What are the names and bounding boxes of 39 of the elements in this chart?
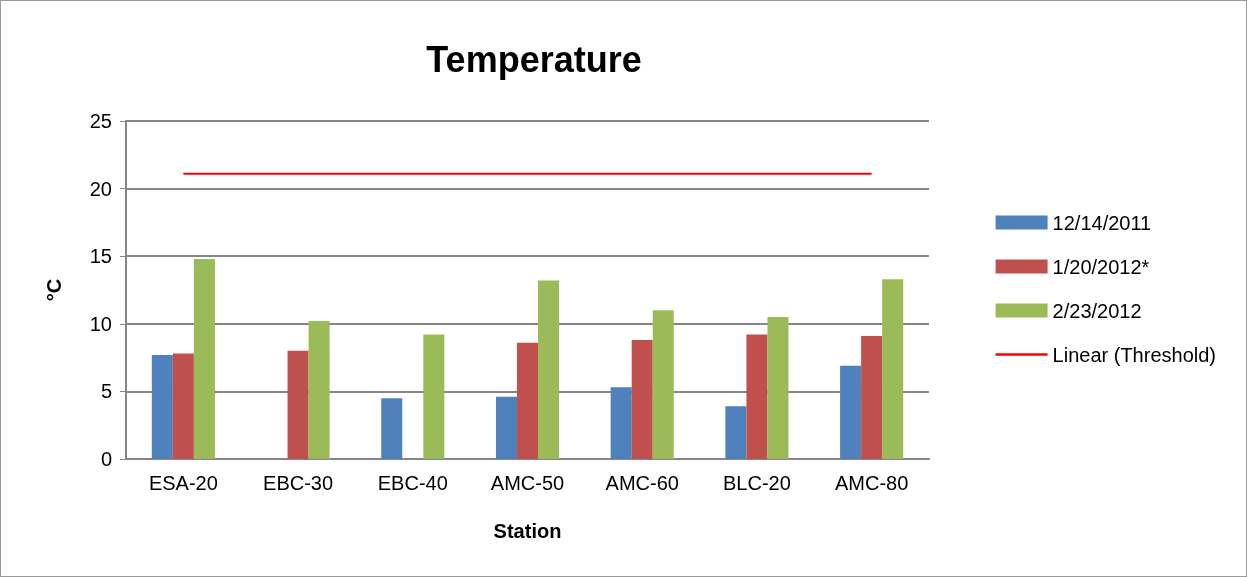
y-axis-title: °C bbox=[43, 278, 65, 302]
x-tick-label: AMC-60 bbox=[605, 472, 679, 494]
y-tick-label: 5 bbox=[100, 380, 112, 403]
bar bbox=[538, 280, 560, 459]
bar bbox=[840, 365, 862, 459]
x-tick-label: AMC-80 bbox=[834, 472, 909, 494]
bar bbox=[652, 310, 674, 459]
y-tick-label: 25 bbox=[89, 110, 112, 132]
x-tick-label: ESA-20 bbox=[148, 472, 218, 494]
bar bbox=[151, 354, 173, 459]
bar bbox=[610, 387, 632, 459]
bar bbox=[287, 350, 309, 459]
bar bbox=[725, 406, 747, 459]
x-tick-label: AMC-50 bbox=[490, 472, 565, 494]
chart-title: Temperature bbox=[426, 38, 642, 80]
legend-label: 1/20/2012* bbox=[1052, 255, 1150, 278]
bar bbox=[882, 279, 904, 459]
x-tick-label: EBC-30 bbox=[263, 472, 334, 494]
x-axis-title: Station bbox=[493, 520, 562, 542]
y-tick-label: 0 bbox=[100, 448, 112, 470]
bar bbox=[767, 317, 789, 459]
bar bbox=[308, 321, 330, 459]
y-tick-label: 20 bbox=[89, 177, 112, 200]
bar bbox=[172, 353, 194, 459]
legend-label: Linear (Threshold) bbox=[1052, 343, 1217, 366]
bar bbox=[495, 396, 517, 459]
bar bbox=[423, 334, 445, 459]
bar bbox=[746, 334, 768, 459]
y-tick-label: 10 bbox=[89, 312, 112, 335]
bar bbox=[516, 342, 539, 459]
x-tick-label: BLC-20 bbox=[723, 472, 791, 494]
bar bbox=[193, 258, 215, 459]
bar bbox=[381, 398, 403, 459]
x-tick-label: EBC-40 bbox=[377, 472, 448, 494]
bar bbox=[631, 340, 653, 459]
y-tick-label: 15 bbox=[89, 245, 112, 268]
bar bbox=[861, 335, 883, 459]
legend-label: 12/14/2011 bbox=[1052, 211, 1152, 234]
legend-label: 2/23/2012 bbox=[1052, 299, 1142, 322]
